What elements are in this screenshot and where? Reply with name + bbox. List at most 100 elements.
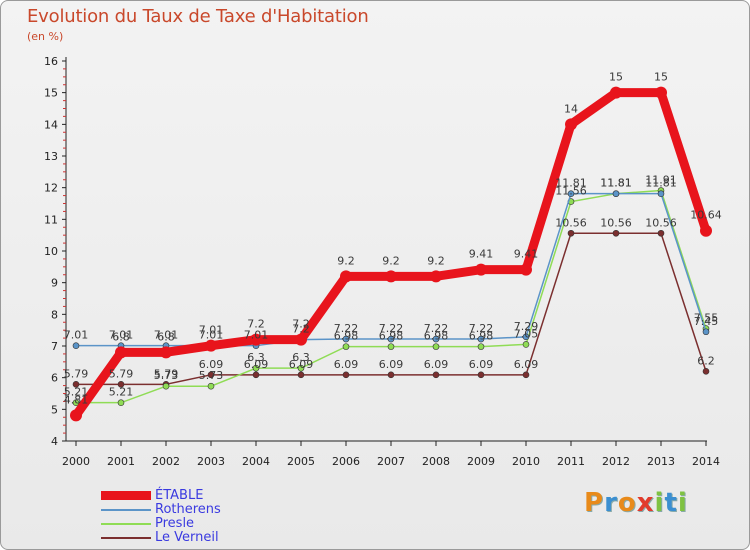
y-tick-label: 4 xyxy=(51,435,58,448)
data-label: 10.56 xyxy=(645,216,677,229)
brand-letter: o xyxy=(617,488,637,518)
y-tick-label: 16 xyxy=(44,55,58,68)
y-tick-label: 8 xyxy=(51,308,58,321)
data-point xyxy=(117,399,125,406)
data-point xyxy=(342,343,350,350)
brand-logo: Proxiti xyxy=(584,488,688,518)
data-label: 4.81 xyxy=(64,393,89,406)
legend-label: Le Verneil xyxy=(155,530,219,545)
data-label: 7.22 xyxy=(424,322,449,335)
chart-title: Evolution du Taux de Taxe d'Habitation xyxy=(27,6,369,27)
data-point xyxy=(700,224,712,237)
data-point xyxy=(477,371,485,379)
data-label: 11.91 xyxy=(645,174,677,187)
data-label: 6.09 xyxy=(244,358,269,371)
data-label: 6.09 xyxy=(424,358,449,371)
y-tick-label: 6 xyxy=(51,372,58,385)
data-point xyxy=(207,371,215,379)
data-label: 7.01 xyxy=(64,329,89,342)
data-label: 6.98 xyxy=(424,330,449,343)
data-point xyxy=(477,335,485,343)
data-point xyxy=(387,343,395,350)
data-point xyxy=(567,229,575,237)
data-point xyxy=(297,371,305,379)
data-point xyxy=(522,333,530,341)
x-tick-label: 2010 xyxy=(512,455,540,468)
data-point xyxy=(702,328,710,336)
y-tick-label: 10 xyxy=(44,245,58,258)
data-label: 7.01 xyxy=(154,329,179,342)
data-point xyxy=(252,364,260,372)
legend-label: Rotherens xyxy=(155,502,221,517)
y-tick-label: 12 xyxy=(44,182,58,195)
data-label: 6.8 xyxy=(157,330,175,343)
y-tick-label: 11 xyxy=(44,213,58,226)
data-point xyxy=(342,371,350,379)
y-tick-label: 15 xyxy=(44,87,58,100)
data-point xyxy=(432,335,440,343)
data-label: 7.22 xyxy=(334,322,359,335)
data-label: 7.2 xyxy=(292,323,310,336)
data-label: 7.22 xyxy=(379,322,404,335)
data-label: 6.09 xyxy=(334,358,359,371)
y-tick-label: 9 xyxy=(51,277,58,290)
data-label: 6.8 xyxy=(112,330,130,343)
x-tick-label: 2012 xyxy=(602,455,630,468)
data-label: 6.2 xyxy=(697,354,715,367)
data-point xyxy=(387,335,395,343)
x-tick-label: 2007 xyxy=(377,455,405,468)
data-point xyxy=(520,263,532,276)
data-label: 7.01 xyxy=(244,329,269,342)
data-label: 7.2 xyxy=(247,318,265,331)
data-point xyxy=(657,229,665,237)
data-point xyxy=(250,333,262,346)
data-point xyxy=(387,371,395,379)
data-label: 6.98 xyxy=(334,330,359,343)
data-point xyxy=(342,335,350,343)
y-tick-label: 13 xyxy=(44,150,58,163)
brand-letter: x xyxy=(636,488,655,518)
data-labels-layer: 5.79 5.79 5.79 6.09 6.09 6.09 6.09 6.09 6.09 6.09… xyxy=(64,71,722,407)
data-point xyxy=(70,409,82,422)
data-point xyxy=(252,371,260,379)
data-label: 10.56 xyxy=(600,216,632,229)
data-label: 7.2 xyxy=(292,318,310,331)
data-point xyxy=(475,263,487,276)
data-label: 10.56 xyxy=(555,216,587,229)
x-tick-label: 2001 xyxy=(107,455,135,468)
data-point xyxy=(657,190,665,197)
data-label: 15 xyxy=(654,71,668,84)
data-label: 6.09 xyxy=(514,358,539,371)
data-label: 11.81 xyxy=(600,177,632,190)
data-label: 6.3 xyxy=(292,351,310,364)
series-layer xyxy=(70,86,712,422)
data-label: 5.79 xyxy=(154,367,179,380)
x-tick-label: 2009 xyxy=(467,455,495,468)
data-label: 6.98 xyxy=(379,330,404,343)
x-tick-label: 2014 xyxy=(692,455,720,468)
brand-letter: i xyxy=(677,488,688,518)
data-label: 5.73 xyxy=(154,369,179,382)
data-label: 7.01 xyxy=(199,329,224,342)
data-label: 7.29 xyxy=(514,320,539,333)
data-label: 15 xyxy=(609,71,623,84)
data-label: 10.64 xyxy=(690,209,722,222)
legend-label: ÉTABLE xyxy=(155,488,204,503)
data-point xyxy=(477,343,485,350)
data-label: 14 xyxy=(564,102,578,115)
x-tick-label: 2013 xyxy=(647,455,675,468)
data-label: 6.09 xyxy=(289,358,314,371)
data-label: 7.55 xyxy=(694,312,719,325)
data-label: 7.05 xyxy=(514,327,539,340)
data-label: 5.21 xyxy=(109,386,134,399)
data-label: 7.01 xyxy=(109,329,134,342)
data-label: 6.3 xyxy=(247,351,265,364)
data-point xyxy=(567,190,575,197)
data-point xyxy=(522,371,530,379)
data-point xyxy=(612,190,620,197)
x-tick-label: 2002 xyxy=(152,455,180,468)
data-point xyxy=(432,343,440,350)
data-label: 6.09 xyxy=(379,358,404,371)
